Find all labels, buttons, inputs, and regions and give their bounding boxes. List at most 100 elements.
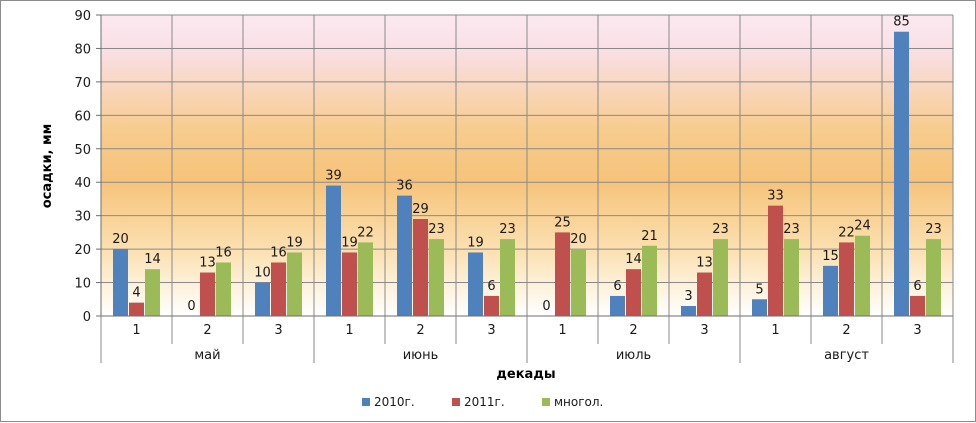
data-label: 33 bbox=[767, 189, 784, 204]
x-category-label: 3 bbox=[487, 323, 495, 338]
x-category-label: 3 bbox=[913, 323, 921, 338]
legend: 2010г. 2011г. многол. bbox=[362, 395, 603, 409]
legend-swatch bbox=[542, 398, 550, 406]
x-category-label: 1 bbox=[345, 323, 353, 338]
bar-2011г.-10 bbox=[839, 242, 854, 316]
y-axis-title: осадки, мм bbox=[40, 124, 55, 209]
bar-многол.-6 bbox=[571, 249, 586, 316]
y-axis: 0 10 20 30 40 50 60 70 80 90 bbox=[74, 9, 102, 325]
data-label: 20 bbox=[112, 232, 129, 247]
data-label: 6 bbox=[487, 279, 495, 294]
y-tick-label: 40 bbox=[74, 176, 91, 191]
x-category-label: 2 bbox=[416, 323, 424, 338]
bar-2010г.-8 bbox=[681, 305, 696, 316]
bar-многол.-2 bbox=[287, 252, 302, 316]
x-category-label: 2 bbox=[629, 323, 637, 338]
data-label: 6 bbox=[913, 279, 921, 294]
data-label: 16 bbox=[215, 245, 232, 260]
data-label: 23 bbox=[925, 222, 942, 237]
bar-2010г.-0 bbox=[113, 249, 128, 316]
bar-2011г.-1 bbox=[200, 272, 215, 316]
data-label: 36 bbox=[396, 179, 413, 194]
bar-2011г.-2 bbox=[271, 262, 286, 316]
data-label: 22 bbox=[838, 225, 855, 240]
y-tick-label: 30 bbox=[74, 210, 91, 225]
bar-многол.-9 bbox=[784, 239, 799, 316]
data-label: 14 bbox=[625, 252, 642, 267]
y-tick-label: 0 bbox=[83, 310, 91, 325]
data-label: 22 bbox=[357, 225, 374, 240]
data-label: 13 bbox=[696, 256, 713, 271]
data-label: 3 bbox=[684, 289, 692, 304]
data-label: 23 bbox=[499, 222, 516, 237]
y-tick-label: 80 bbox=[74, 42, 91, 57]
bar-многол.-7 bbox=[642, 245, 657, 316]
legend-swatch bbox=[452, 398, 460, 406]
bar-2010г.-7 bbox=[610, 295, 625, 316]
data-label: 19 bbox=[286, 235, 303, 250]
legend-label: многол. bbox=[554, 395, 603, 409]
bar-2011г.-8 bbox=[697, 272, 712, 316]
x-category-label: 3 bbox=[274, 323, 282, 338]
data-label: 4 bbox=[132, 286, 140, 301]
legend-label: 2010г. bbox=[374, 395, 415, 409]
y-tick-label: 50 bbox=[74, 143, 91, 158]
data-label: 20 bbox=[570, 232, 587, 247]
y-tick-label: 60 bbox=[74, 109, 91, 124]
x-axis-title: декады bbox=[496, 367, 555, 382]
bar-2010г.-11 bbox=[894, 31, 909, 316]
data-label: 14 bbox=[144, 252, 161, 267]
data-label: 25 bbox=[554, 215, 571, 230]
bar-2011г.-6 bbox=[555, 232, 570, 316]
data-label: 23 bbox=[712, 222, 729, 237]
bars bbox=[113, 31, 941, 316]
bar-2011г.-7 bbox=[626, 269, 641, 316]
y-tick-label: 20 bbox=[74, 243, 91, 258]
bar-многол.-10 bbox=[855, 235, 870, 316]
data-label: 19 bbox=[341, 235, 358, 250]
bar-многол.-8 bbox=[713, 239, 728, 316]
bar-многол.-3 bbox=[358, 242, 373, 316]
x-group-label: август bbox=[824, 348, 869, 363]
x-axis: 1 2 3 1 2 3 1 2 3 1 2 3 май июнь июль август bbox=[100, 315, 954, 363]
bar-2010г.-4 bbox=[397, 195, 412, 316]
legend-swatch bbox=[362, 398, 370, 406]
data-label: 29 bbox=[412, 202, 429, 217]
bar-2011г.-11 bbox=[910, 295, 925, 316]
y-tick-label: 90 bbox=[74, 9, 91, 24]
y-tick-label: 70 bbox=[74, 76, 91, 91]
bar-2010г.-10 bbox=[823, 265, 838, 316]
data-label: 39 bbox=[325, 169, 342, 184]
bar-2011г.-0 bbox=[129, 302, 144, 316]
x-category-label: 1 bbox=[771, 323, 779, 338]
data-label: 0 bbox=[187, 299, 195, 314]
bar-2010г.-9 bbox=[752, 299, 767, 316]
y-tick-label: 10 bbox=[74, 277, 91, 292]
data-label: 6 bbox=[613, 279, 621, 294]
x-category-label: 3 bbox=[700, 323, 708, 338]
data-label: 19 bbox=[467, 235, 484, 250]
data-label: 85 bbox=[893, 15, 910, 30]
bar-многол.-5 bbox=[500, 239, 515, 316]
bar-многол.-4 bbox=[429, 239, 444, 316]
data-label: 10 bbox=[254, 266, 271, 281]
data-label: 13 bbox=[199, 256, 216, 271]
x-category-label: 2 bbox=[842, 323, 850, 338]
x-group-label: июль bbox=[616, 348, 651, 363]
data-label: 23 bbox=[428, 222, 445, 237]
x-category-label: 1 bbox=[558, 323, 566, 338]
bar-2010г.-5 bbox=[468, 252, 483, 316]
data-label: 24 bbox=[854, 219, 871, 234]
bar-многол.-11 bbox=[926, 239, 941, 316]
bar-2011г.-4 bbox=[413, 219, 428, 316]
bar-2011г.-5 bbox=[484, 295, 499, 316]
x-group-label: июнь bbox=[403, 348, 439, 363]
data-label: 0 bbox=[542, 299, 550, 314]
data-label: 23 bbox=[783, 222, 800, 237]
bar-2010г.-2 bbox=[255, 282, 270, 316]
bar-2010г.-3 bbox=[326, 185, 341, 316]
legend-label: 2011г. bbox=[464, 395, 505, 409]
data-label: 5 bbox=[755, 282, 763, 297]
